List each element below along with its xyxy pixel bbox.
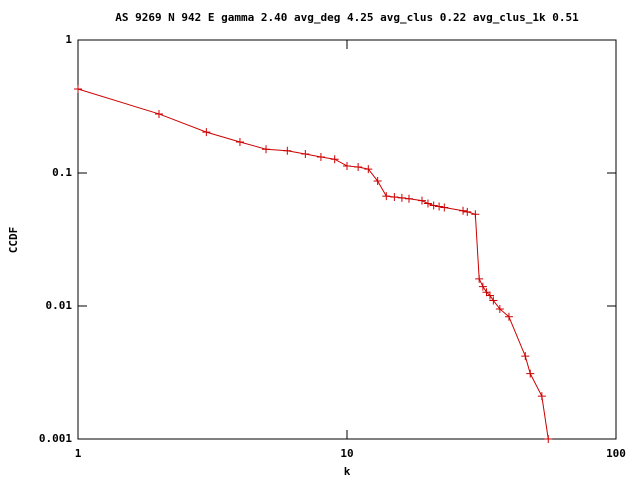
data-point: [537, 392, 546, 401]
data-point: [423, 199, 432, 208]
data-point: [373, 177, 382, 186]
data-point: [440, 203, 449, 212]
data-point: [417, 196, 426, 205]
data-point: [435, 202, 444, 211]
y-tick-label: 1: [65, 33, 72, 46]
data-point: [390, 193, 399, 202]
data-point: [495, 304, 504, 313]
x-axis-label: k: [344, 465, 351, 478]
data-point: [354, 162, 363, 171]
x-tick-label: 10: [340, 447, 353, 460]
data-point: [463, 207, 472, 216]
data-point: [459, 206, 468, 215]
y-tick-label: 0.01: [46, 299, 73, 312]
data-point: [235, 138, 244, 147]
chart-title: AS 9269 N 942 E gamma 2.40 avg_deg 4.25 …: [115, 11, 579, 24]
data-point: [202, 128, 211, 137]
data-point: [283, 146, 292, 155]
data-point: [154, 109, 163, 118]
y-axis-label: CCDF: [7, 227, 20, 254]
data-point: [316, 152, 325, 161]
data-point: [364, 165, 373, 174]
data-point: [330, 155, 339, 164]
data-point: [74, 85, 82, 94]
data-point: [526, 369, 535, 378]
plot-border: [77, 39, 617, 440]
data-point: [301, 149, 310, 158]
data-point: [471, 210, 480, 219]
data-point: [544, 435, 553, 443]
data-point: [489, 296, 498, 305]
y-tick-label: 0.1: [52, 166, 72, 179]
data-point: [262, 145, 271, 154]
data-point: [382, 192, 391, 201]
data-point: [475, 274, 484, 283]
data-point: [482, 288, 491, 297]
data-point: [521, 352, 530, 361]
x-tick-label: 100: [606, 447, 626, 460]
data-point: [504, 312, 513, 321]
data-point: [404, 194, 413, 203]
data-point: [429, 201, 438, 210]
x-tick-label: 1: [75, 447, 82, 460]
data-line: [77, 88, 549, 440]
y-tick-label: 0.001: [39, 432, 72, 445]
data-point: [397, 193, 406, 202]
data-point: [485, 291, 494, 300]
data-point: [343, 161, 351, 170]
data-point: [478, 282, 487, 291]
